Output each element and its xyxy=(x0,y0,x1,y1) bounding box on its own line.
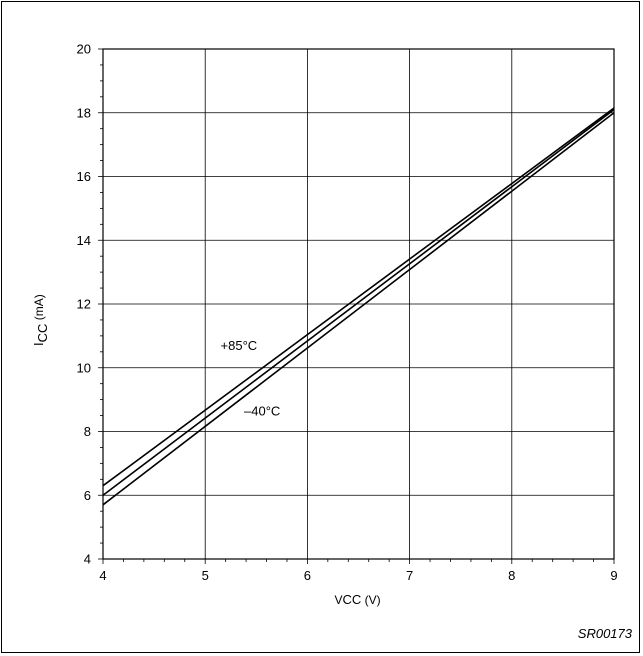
y-tick-label: 4 xyxy=(84,552,91,567)
y-tick-label: 16 xyxy=(77,169,91,184)
series-lines xyxy=(102,107,615,506)
series-line-2 xyxy=(102,108,615,496)
x-axis-title-unit: (V) xyxy=(361,593,380,607)
y-tick-label: 20 xyxy=(77,42,91,57)
x-tick-label: 8 xyxy=(508,568,515,583)
series-line-3 xyxy=(102,112,615,506)
x-axis-title-subscript: CC xyxy=(343,592,362,607)
x-tick-label: 5 xyxy=(202,568,209,583)
x-tick-label: 6 xyxy=(304,568,311,583)
series-line-1 xyxy=(102,107,615,487)
y-axis-title-subscript: CC xyxy=(35,324,50,343)
y-tick-label: 6 xyxy=(84,488,91,503)
annotation-minus-40c: –40°C xyxy=(244,404,280,419)
minor-ticks xyxy=(98,48,615,564)
x-tick-label: 4 xyxy=(99,568,106,583)
plot-area-border xyxy=(102,48,615,560)
grid-lines xyxy=(102,48,615,560)
y-tick-label: 10 xyxy=(77,360,91,375)
x-axis-title: VCC (V) xyxy=(335,592,381,607)
y-axis-title: ICC (mA) xyxy=(31,294,50,346)
figure-code: SR00173 xyxy=(578,626,633,641)
x-tick-label: 7 xyxy=(406,568,413,583)
annotation-plus-85c: +85°C xyxy=(221,338,258,353)
y-tick-label: 8 xyxy=(84,424,91,439)
y-tick-label: 18 xyxy=(77,105,91,120)
y-axis-title-unit: (mA) xyxy=(32,294,46,323)
tick-labels: 4 5 6 7 8 9 4 6 8 10 12 14 16 18 20 xyxy=(77,42,618,584)
y-axis-title-main: I xyxy=(31,342,46,346)
x-axis-title-main: V xyxy=(335,593,343,607)
x-tick-label: 9 xyxy=(610,568,617,583)
y-tick-label: 12 xyxy=(77,297,91,312)
y-tick-label: 14 xyxy=(77,233,91,248)
